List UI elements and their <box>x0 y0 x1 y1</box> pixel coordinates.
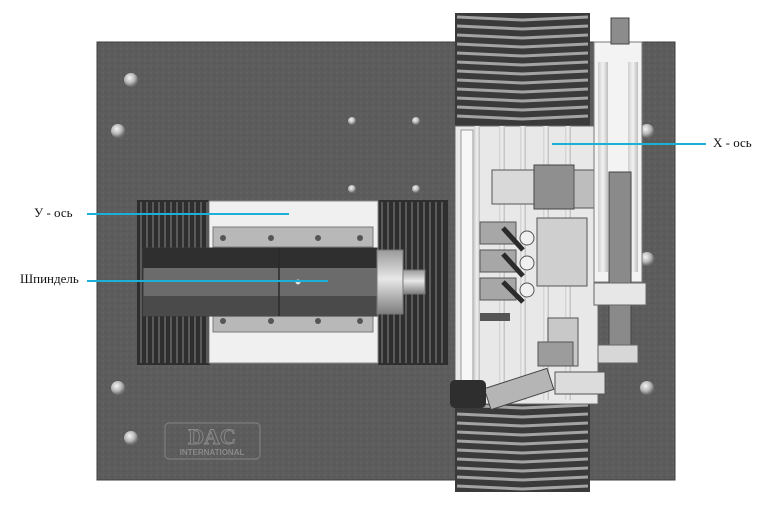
label-spindle: Шпиндель <box>20 271 79 286</box>
x-axis-bellows-top <box>455 13 590 127</box>
plate-bolts <box>111 73 654 445</box>
svg-text:INTERNATIONAL: INTERNATIONAL <box>180 448 245 457</box>
x-axis-column <box>593 17 647 364</box>
label-x-axis: X - ось <box>713 135 752 150</box>
dac-logo: DAC INTERNATIONAL <box>164 422 261 460</box>
x-axis-bellows-bottom <box>455 400 590 492</box>
svg-text:DAC: DAC <box>188 424 236 449</box>
label-y-axis: У - ось <box>34 205 73 220</box>
pneumatic-unit <box>450 164 606 411</box>
